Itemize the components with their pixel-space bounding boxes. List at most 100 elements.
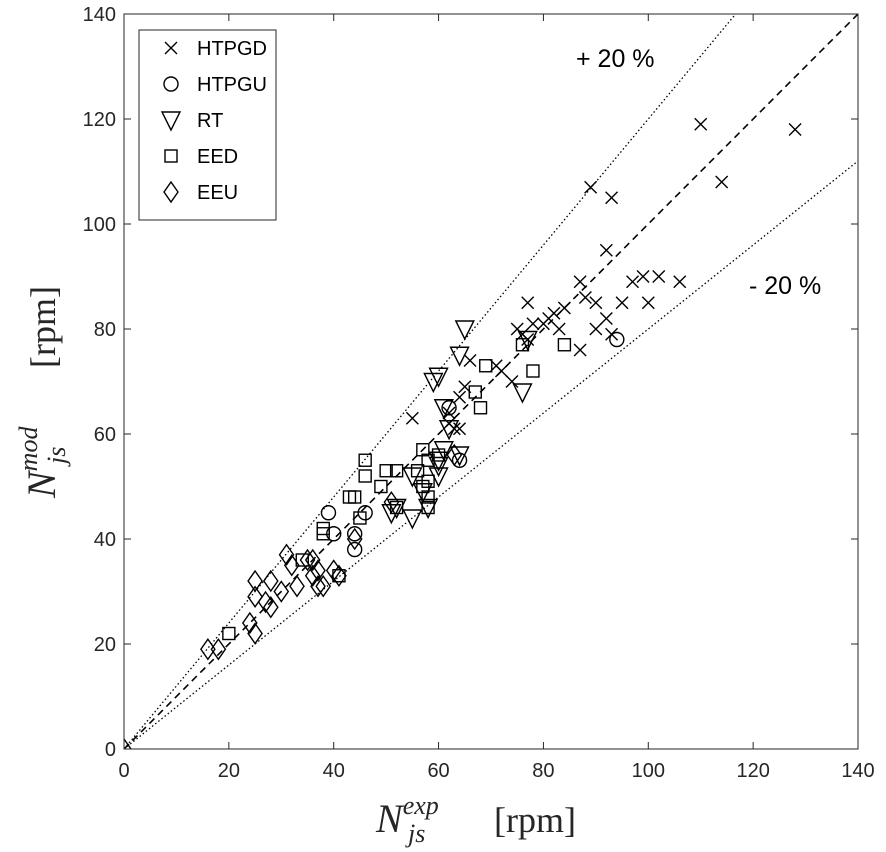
data-point (715, 175, 729, 189)
data-point (673, 275, 687, 289)
data-point (468, 385, 482, 399)
data-point (316, 527, 330, 541)
data-point (573, 343, 587, 357)
data-point (247, 622, 263, 645)
data-point (441, 400, 457, 416)
data-point (222, 626, 236, 641)
y-axis-label: Nmod [rpm] (14, 286, 64, 499)
y-tick-label: 120 (83, 109, 116, 131)
data-point (536, 317, 550, 331)
data-point (449, 346, 470, 367)
data-point (383, 491, 400, 514)
data-point (505, 375, 519, 388)
legend-label: EEU (197, 182, 238, 204)
legend-marker-x-icon (164, 41, 178, 55)
data-point (599, 243, 613, 257)
data-point (442, 406, 456, 420)
data-point (262, 596, 279, 619)
data-point (310, 575, 326, 598)
data-point (517, 330, 538, 352)
series-eeu (124, 443, 463, 749)
data-point (210, 638, 227, 661)
x-tick-label: 120 (736, 760, 769, 782)
data-point (609, 331, 625, 348)
data-point (589, 296, 603, 310)
data-point (315, 575, 332, 598)
data-point (283, 554, 300, 577)
legend-box (138, 29, 277, 221)
data-point (332, 569, 346, 583)
data-point (453, 390, 467, 404)
data-point (615, 296, 629, 310)
data-point (526, 364, 540, 378)
data-point (479, 359, 493, 373)
data-point (247, 569, 263, 593)
legend-marker-triangle-down-icon (160, 111, 182, 132)
legend-item-htpgd: HTPGD (164, 38, 267, 60)
x-tick-label: 140 (841, 760, 874, 782)
x-tick-label: 0 (118, 760, 129, 782)
data-point (431, 448, 446, 462)
data-point (521, 333, 535, 346)
data-point (417, 498, 439, 520)
y-tick-label: 20 (94, 634, 116, 656)
series-eed (222, 338, 572, 641)
data-point (416, 479, 430, 494)
series-rt (381, 320, 538, 530)
data-point (421, 474, 435, 488)
data-point (573, 275, 587, 289)
y-tick-label: 100 (83, 214, 116, 236)
y-axis-label-sub: js (42, 447, 71, 467)
y-tick-label: 40 (94, 529, 116, 551)
data-point (453, 422, 467, 436)
data-point (512, 383, 533, 404)
data-point (326, 526, 342, 542)
x-axis-label-sup: exp (403, 791, 439, 820)
data-point (694, 117, 708, 131)
data-point (357, 505, 373, 521)
data-point (578, 291, 592, 304)
data-point (273, 580, 290, 603)
data-point (788, 123, 802, 136)
data-point (346, 526, 363, 542)
data-point (241, 611, 258, 635)
data-point (526, 317, 540, 331)
data-point (304, 564, 321, 587)
data-point (410, 464, 425, 478)
x-tick-label: 40 (323, 760, 345, 782)
reference-line-1 (124, 14, 737, 749)
legend-marker-circle-icon (163, 76, 179, 92)
legend-label: RT (197, 110, 223, 132)
legend-marker-square-icon (164, 149, 178, 163)
x-tick-label: 80 (532, 760, 554, 782)
x-axis-label: Nexp [rpm] (375, 791, 576, 841)
series-htpgu (320, 331, 625, 558)
data-point (262, 569, 279, 593)
x-tick-label: 100 (632, 760, 665, 782)
reference-line-0 (124, 14, 858, 749)
plus-20-label: + 20 % (576, 45, 655, 73)
data-point (358, 469, 372, 483)
y-tick-label: 60 (94, 424, 116, 446)
legend-item-rt: RT (160, 110, 223, 132)
data-point (353, 511, 367, 525)
y-tick-label: 80 (94, 319, 116, 341)
series-htpgd (405, 117, 802, 436)
reference-line-2 (124, 160, 858, 749)
minus-20-label: - 20 % (749, 272, 821, 300)
data-point (552, 322, 566, 336)
legend-label: HTPGD (197, 38, 267, 60)
data-point (557, 338, 572, 352)
data-point (421, 453, 435, 467)
x-axis-label-sub: js (405, 819, 425, 848)
data-point (200, 638, 216, 661)
legend-label: EED (197, 146, 238, 168)
data-point (389, 500, 404, 515)
data-point (423, 372, 444, 394)
plot-frame (123, 13, 859, 750)
legend-item-htpgu: HTPGU (163, 74, 267, 96)
legend: HTPGD HTPGU RT EED EEU (138, 29, 277, 221)
data-point (342, 490, 357, 504)
legend-label: HTPGU (197, 74, 267, 96)
data-point (433, 399, 454, 420)
